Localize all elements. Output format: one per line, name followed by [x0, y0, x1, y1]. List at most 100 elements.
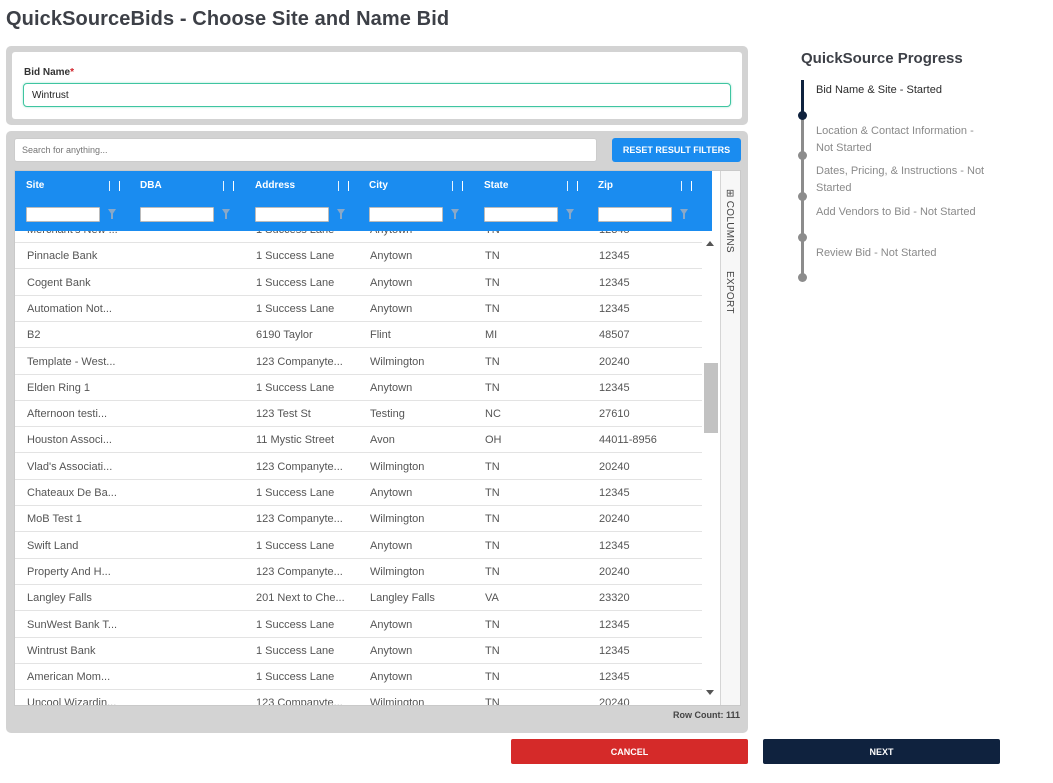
filter-icon[interactable] — [108, 209, 116, 219]
cell-city: Anytown — [370, 539, 413, 552]
scrollbar-thumb[interactable] — [704, 363, 718, 433]
cell-state: NC — [485, 408, 501, 421]
cell-city: Testing — [370, 408, 405, 421]
cell-state: TN — [485, 487, 500, 499]
cell-city: Wilmington — [370, 513, 425, 526]
cell-state: TN — [485, 460, 500, 473]
table-row[interactable]: Swift Land 1 Success Lane Anytown TN 12345 — [15, 533, 712, 559]
cell-address: 1 Success Lane — [256, 671, 335, 684]
export-tool-button[interactable]: EXPORT — [724, 271, 735, 314]
cell-state: TN — [485, 276, 500, 289]
step-dot-4 — [798, 233, 807, 242]
cell-city: Anytown — [370, 381, 413, 394]
search-input[interactable] — [14, 138, 597, 162]
cell-address: 1 Success Lane — [256, 487, 335, 499]
cell-site: SunWest Bank T... — [27, 618, 118, 631]
table-row[interactable]: Afternoon testi... 123 Test St Testing NC 27… — [15, 401, 712, 428]
column-header-zip[interactable]: Zip — [587, 171, 702, 201]
grid-header: Site DBA Address City State Zip — [15, 171, 712, 231]
filter-zip-input[interactable] — [598, 207, 672, 222]
table-row[interactable]: Vlad's Associati... 123 Companyte... Wilmi… — [15, 454, 712, 480]
table-row[interactable]: American Mom... 1 Success Lane Anytown TN 12… — [15, 664, 712, 691]
side-tool-panel: ⊞ COLUMNS EXPORT — [720, 171, 740, 705]
cell-zip: 12345 — [599, 276, 630, 289]
filter-dba — [129, 205, 244, 227]
step-dot-5 — [798, 273, 807, 282]
table-row[interactable]: Template - West... 123 Companyte... Wilmin… — [15, 349, 712, 375]
cell-address: 123 Companyte... — [256, 355, 343, 368]
column-header-site[interactable]: Site — [15, 171, 130, 201]
cell-address: 123 Companyte... — [256, 697, 343, 706]
cell-zip: 27610 — [599, 408, 630, 421]
cell-address: 1 Success Lane — [256, 618, 335, 631]
cell-zip: 12345 — [599, 539, 630, 552]
column-header-dba[interactable]: DBA — [129, 171, 244, 201]
filter-icon[interactable] — [566, 209, 574, 219]
cell-address: 123 Companyte... — [256, 460, 343, 473]
table-row[interactable]: Chateaux De Ba... 1 Success Lane Anytown TN… — [15, 480, 712, 506]
table-row[interactable]: Elden Ring 1 1 Success Lane Anytown TN 12345 — [15, 375, 712, 401]
columns-tool-button[interactable]: ⊞ COLUMNS — [724, 189, 735, 253]
cell-state: TN — [485, 355, 500, 368]
cancel-button[interactable]: CANCEL — [511, 739, 748, 764]
next-button[interactable]: NEXT — [763, 739, 1000, 764]
cell-site: American Mom... — [27, 671, 111, 684]
filter-icon[interactable] — [451, 209, 459, 219]
table-row[interactable]: Langley Falls 201 Next to Che... Langley F… — [15, 585, 712, 612]
filter-site-input[interactable] — [26, 207, 100, 222]
cell-state: OH — [485, 434, 502, 447]
column-header-city[interactable]: City — [358, 171, 473, 201]
table-row[interactable]: Cogent Bank 1 Success Lane Anytown TN 12345 — [15, 270, 712, 296]
required-marker: * — [70, 67, 75, 78]
column-header-state[interactable]: State — [473, 171, 588, 201]
cell-city: Anytown — [370, 644, 413, 657]
table-row[interactable]: Uncool Wizardin... 123 Companyte... Wilmin… — [15, 690, 712, 706]
cell-zip: 20240 — [599, 697, 630, 706]
cell-state: TN — [485, 302, 500, 315]
bid-name-input[interactable] — [23, 83, 731, 107]
filter-icon[interactable] — [680, 209, 688, 219]
cell-zip: 12345 — [599, 231, 694, 236]
filter-dba-input[interactable] — [140, 207, 214, 222]
filter-state-input[interactable] — [484, 207, 558, 222]
table-row[interactable]: SunWest Bank T... 1 Success Lane Anytown TN… — [15, 612, 712, 638]
scroll-up-icon[interactable] — [706, 241, 714, 246]
table-row[interactable]: Automation Not... 1 Success Lane Anytown TN… — [15, 296, 712, 322]
cell-address: 1 Success Lane — [256, 250, 335, 263]
progress-title: QuickSource Progress — [801, 50, 963, 67]
cell-site: Uncool Wizardin... — [27, 697, 117, 706]
cell-city: Avon — [370, 434, 395, 447]
cell-site: Vlad's Associati... — [27, 460, 113, 473]
filter-icon[interactable] — [337, 209, 345, 219]
filter-address-input[interactable] — [255, 207, 329, 222]
filter-city-input[interactable] — [369, 207, 443, 222]
filter-icon[interactable] — [222, 209, 230, 219]
cell-city: Anytown — [370, 231, 465, 236]
vertical-scrollbar[interactable] — [702, 231, 718, 705]
table-row[interactable]: Pinnacle Bank 1 Success Lane Anytown TN 1234… — [15, 243, 712, 270]
cell-zip: 12345 — [599, 618, 630, 631]
progress-panel: QuickSource Progress Bid Name & Site - S… — [798, 50, 1041, 282]
site-grid-panel: RESET RESULT FILTERS Site DBA Address Ci… — [6, 131, 748, 733]
table-row[interactable]: Houston Associ... 11 Mystic Street Avon OH 4… — [15, 427, 712, 454]
table-row[interactable]: B2 6190 Taylor Flint MI 48507 — [15, 322, 712, 349]
cell-city: Anytown — [370, 671, 413, 684]
cell-site: Merchant's New ... — [27, 231, 122, 236]
cell-city: Wilmington — [370, 355, 425, 368]
cell-address: 1 Success Lane — [256, 644, 335, 657]
table-row[interactable]: Wintrust Bank 1 Success Lane Anytown TN 1234… — [15, 638, 712, 664]
cell-site: Pinnacle Bank — [27, 250, 98, 263]
sites-grid: Site DBA Address City State Zip Merchant… — [14, 170, 741, 706]
table-row[interactable]: Merchant's New ... 1 Success Lane Anytown T… — [15, 231, 712, 243]
cell-site: MoB Test 1 — [27, 513, 82, 526]
table-row[interactable]: MoB Test 1 123 Companyte... Wilmington TN 20… — [15, 506, 712, 533]
reset-result-filters-button[interactable]: RESET RESULT FILTERS — [612, 138, 741, 162]
cell-state: TN — [485, 513, 500, 526]
scroll-down-icon[interactable] — [706, 690, 714, 695]
column-header-address[interactable]: Address — [244, 171, 359, 201]
cell-zip: 12345 — [599, 671, 630, 684]
grid-icon: ⊞ — [724, 189, 735, 201]
cell-city: Anytown — [370, 302, 413, 315]
cell-zip: 12345 — [599, 250, 630, 263]
table-row[interactable]: Property And H... 123 Companyte... Wilming… — [15, 559, 712, 585]
